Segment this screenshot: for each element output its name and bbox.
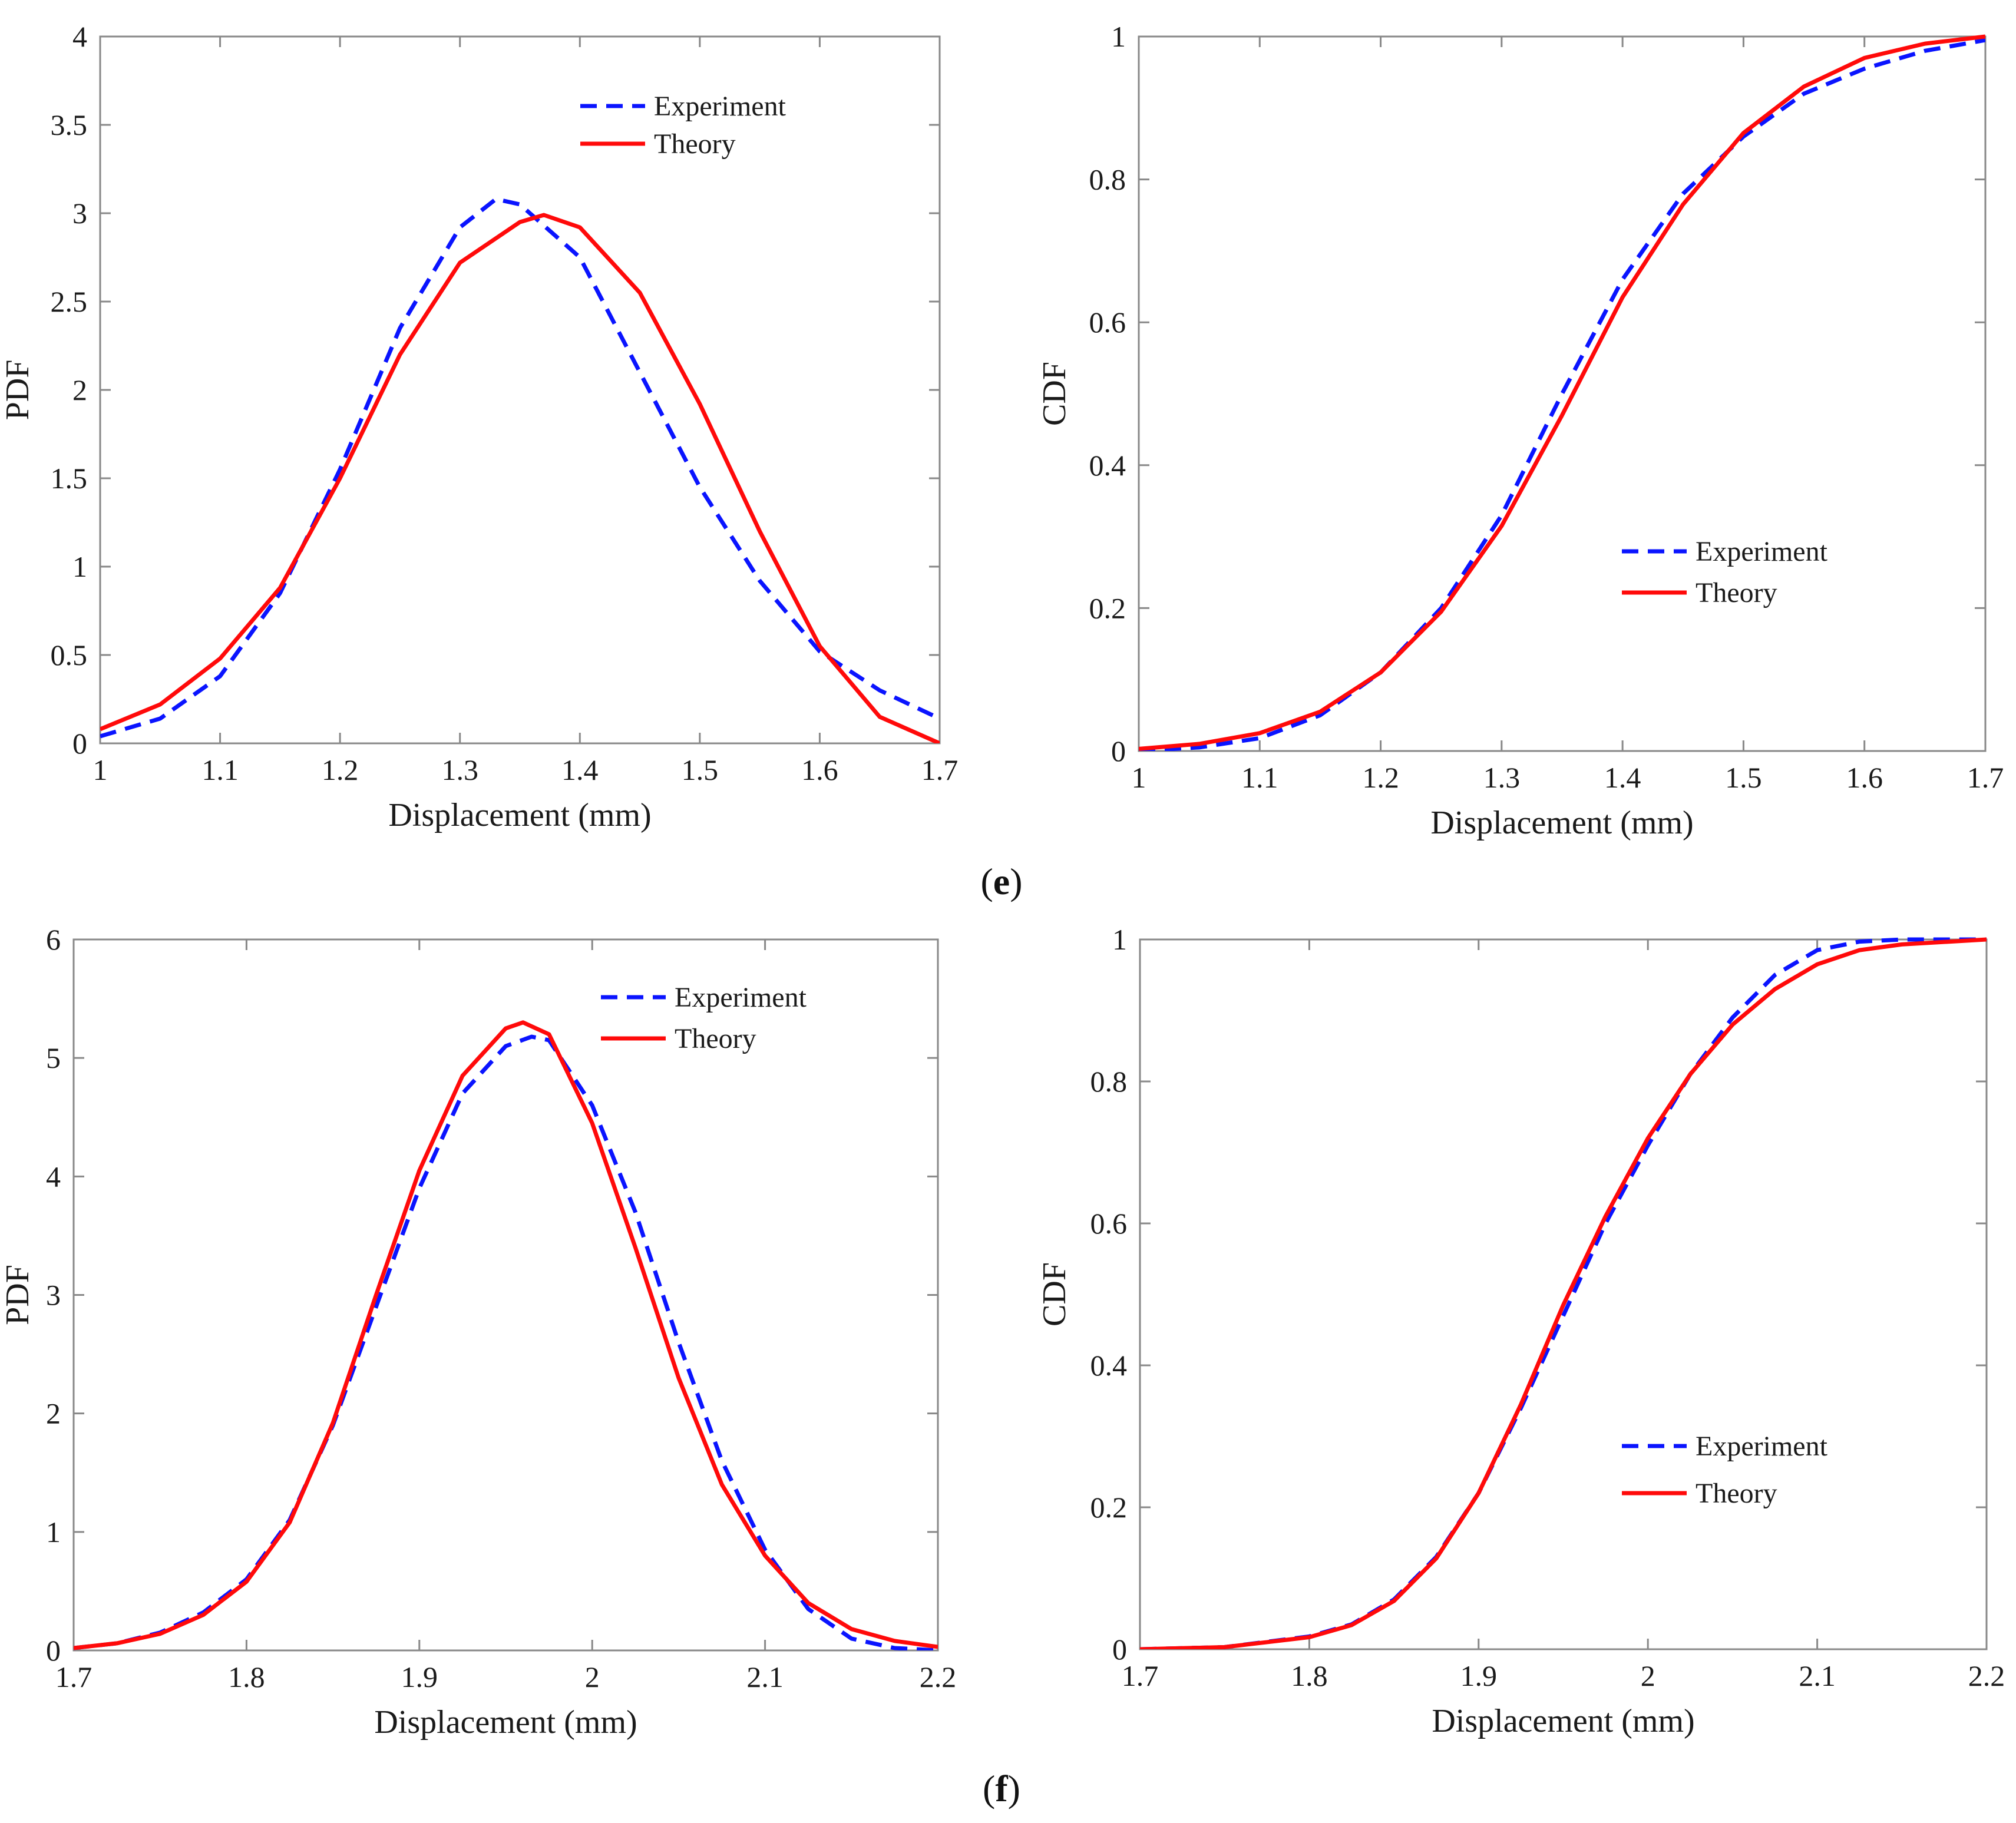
y-tick-label: 5 [46, 1041, 61, 1074]
x-tick-label: 1.2 [322, 753, 359, 786]
x-tick-label: 1.6 [1846, 761, 1883, 794]
legend-label-theory: Theory [1696, 577, 1777, 608]
panel-label-f: (f) [943, 1767, 1060, 1811]
x-tick-label: 1.6 [801, 753, 838, 786]
x-tick-label: 2.1 [746, 1660, 784, 1693]
x-tick-label: 1.5 [1725, 761, 1762, 794]
y-tick-label: 1 [46, 1516, 61, 1549]
legend-label-theory: Theory [675, 1023, 756, 1054]
x-tick-label: 2.2 [920, 1660, 957, 1693]
x-axis-label: Displacement (mm) [1432, 1703, 1694, 1739]
y-tick-label: 3 [46, 1279, 61, 1312]
panel-label-e-open: ( [980, 861, 993, 902]
y-tick-label: 0.5 [51, 638, 88, 671]
y-axis-label: PDF [0, 360, 36, 421]
legend-label-experiment: Experiment [1696, 536, 1828, 567]
x-axis-label: Displacement (mm) [374, 1704, 637, 1741]
x-tick-label: 1.4 [1604, 761, 1641, 794]
x-tick-label: 1.1 [1241, 761, 1278, 794]
x-tick-label: 1.9 [401, 1660, 438, 1693]
panel-label-e-close: ) [1010, 861, 1023, 902]
x-tick-label: 1.7 [921, 753, 959, 786]
legend-label-experiment: Experiment [1696, 1431, 1828, 1462]
series-line-theory [100, 213, 940, 743]
legend-label-experiment: Experiment [654, 91, 786, 122]
y-tick-label: 0 [46, 1634, 61, 1667]
y-tick-label: 0 [72, 727, 87, 760]
x-axis-label: Displacement (mm) [1430, 805, 1693, 841]
plot-frame [1138, 35, 1987, 752]
panel-label-e: (e) [943, 860, 1060, 904]
x-tick-label: 2 [585, 1660, 600, 1693]
x-tick-label: 2 [1641, 1659, 1655, 1692]
legend-label-theory: Theory [1696, 1478, 1777, 1509]
y-axis-label: PDF [0, 1265, 36, 1325]
x-tick-label: 1 [93, 753, 108, 786]
y-tick-label: 1 [72, 550, 87, 583]
y-tick-label: 0.2 [1089, 591, 1126, 624]
x-tick-label: 1.8 [228, 1660, 265, 1693]
y-axis-label: CDF [1036, 1262, 1073, 1326]
series-line-experiment [100, 197, 940, 739]
panel-label-f-letter: f [995, 1768, 1008, 1809]
y-tick-label: 0.2 [1090, 1491, 1128, 1524]
x-tick-label: 1.5 [682, 753, 719, 786]
chart-f-pdf: 1.7 1.8 1.9 2 2.1 2.2 0 1 2 3 4 5 6 Displacement (mm)… [0, 923, 956, 1741]
x-tick-label: 1.7 [1122, 1659, 1159, 1692]
x-tick-label: 1.4 [561, 753, 599, 786]
x-tick-label: 1 [1132, 761, 1146, 794]
panel-label-e-letter: e [993, 861, 1010, 902]
legend-label-experiment: Experiment [675, 982, 807, 1013]
y-tick-label: 4 [46, 1160, 61, 1193]
x-tick-label: 1.9 [1460, 1659, 1498, 1692]
y-tick-label: 1.5 [51, 462, 88, 495]
y-tick-label: 1 [1111, 20, 1126, 53]
x-tick-label: 1.3 [1483, 761, 1521, 794]
series-line-experiment [1140, 937, 1987, 1649]
x-tick-label: 1.2 [1362, 761, 1399, 794]
y-tick-label: 0.8 [1089, 163, 1126, 196]
chart-e-cdf: 1 1.1 1.2 1.3 1.4 1.5 1.6 1.7 0 0.2 0.4 0.6 0.8 1 Disp… [1036, 20, 2004, 841]
y-tick-label: 3.5 [51, 108, 88, 141]
y-tick-label: 4 [72, 20, 87, 53]
x-tick-label: 1.3 [441, 753, 478, 786]
y-axis-label: CDF [1036, 362, 1073, 426]
y-tick-label: 2 [46, 1397, 61, 1430]
y-tick-label: 0.4 [1090, 1349, 1128, 1382]
y-tick-label: 1 [1112, 923, 1127, 956]
series-line-theory [1139, 34, 1985, 751]
y-tick-label: 0 [1112, 1633, 1127, 1666]
y-tick-label: 2.5 [51, 285, 88, 318]
panel-label-f-close: ) [1007, 1768, 1020, 1809]
y-tick-label: 0.6 [1090, 1207, 1128, 1240]
x-tick-label: 1.7 [1967, 761, 2004, 794]
x-tick-label: 1.1 [201, 753, 239, 786]
x-tick-label: 1.7 [55, 1660, 92, 1693]
series-line-experiment [74, 1034, 938, 1650]
x-tick-label: 2.2 [1968, 1659, 2005, 1692]
y-tick-label: 0.8 [1090, 1065, 1128, 1098]
x-tick-label: 2.1 [1799, 1659, 1836, 1692]
x-tick-label: 1.8 [1291, 1659, 1328, 1692]
y-tick-label: 3 [72, 197, 87, 230]
y-tick-label: 6 [46, 923, 61, 956]
series-line-theory [1140, 937, 1987, 1649]
y-tick-label: 0.4 [1089, 449, 1126, 482]
panel-label-f-open: ( [983, 1768, 996, 1809]
y-tick-label: 0 [1111, 735, 1126, 767]
plot-frame [1139, 938, 1988, 1650]
y-tick-label: 0.6 [1089, 306, 1126, 339]
x-axis-label: Displacement (mm) [388, 797, 651, 833]
chart-e-pdf: 1 1.1 1.2 1.3 1.4 1.5 1.6 1.7 0 0.5 1 1.5 2 2.5 3 3.5 4 D… [0, 20, 958, 833]
series-line-experiment [1139, 38, 1985, 751]
legend-label-theory: Theory [654, 128, 736, 160]
chart-f-cdf: 1.7 1.8 1.9 2 2.1 2.2 0 0.2 0.4 0.6 0.8 1 Displaceme… [1036, 923, 2005, 1739]
series-line-theory [74, 1020, 938, 1650]
y-tick-label: 2 [72, 373, 87, 406]
